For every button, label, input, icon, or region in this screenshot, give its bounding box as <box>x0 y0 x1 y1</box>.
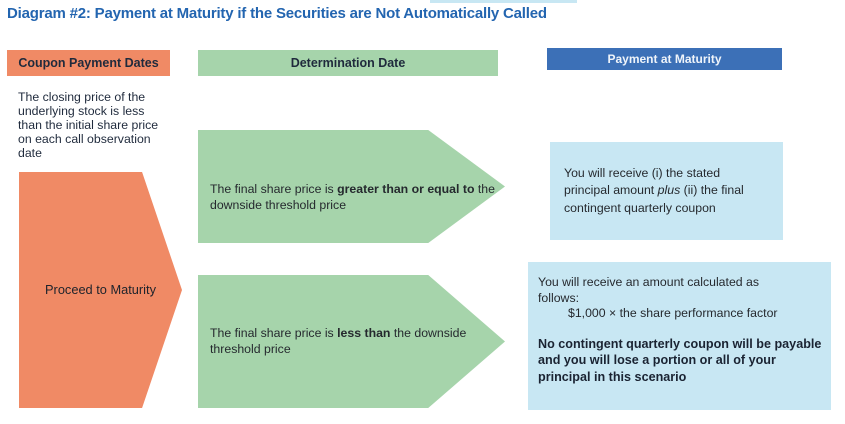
column-header-coupon-label: Coupon Payment Dates <box>18 56 159 70</box>
column-header-payment-at-maturity: Payment at Maturity <box>547 48 782 70</box>
determination-arrow-below-threshold-text: The final share price is less than the d… <box>210 326 467 356</box>
column-header-coupon-payment-dates: Coupon Payment Dates <box>7 50 170 76</box>
coupon-condition-note: The closing price of the underlying stoc… <box>18 90 159 160</box>
bold-condition: greater than or equal to <box>337 182 475 196</box>
determination-arrow-below-threshold: The final share price is less than the d… <box>198 275 505 408</box>
column-header-determination-label: Determination Date <box>290 56 406 70</box>
determination-arrow-above-threshold-text: The final share price is greater than or… <box>210 182 495 212</box>
loss-scenario-formula: $1,000 × the share performance factor <box>568 306 778 320</box>
column-header-payment-label: Payment at Maturity <box>607 52 722 66</box>
proceed-to-maturity-arrow: Proceed to Maturity <box>19 172 182 408</box>
payment-box-principal-plus-coupon-text: You will receive (i) the stated principa… <box>564 165 744 215</box>
payment-box-loss-scenario: You will receive an amount calculated as… <box>528 262 831 410</box>
diagram-title: Diagram #2: Payment at Maturity if the S… <box>7 5 547 22</box>
italic-plus: plus <box>657 183 681 198</box>
loss-scenario-lead-text: You will receive an amount calculated as… <box>538 275 760 305</box>
payment-box-principal-plus-coupon: You will receive (i) the stated principa… <box>550 142 783 240</box>
proceed-to-maturity-label: Proceed to Maturity <box>45 281 156 297</box>
column-header-determination-date: Determination Date <box>198 50 498 76</box>
bold-condition: less than <box>337 326 391 340</box>
cutoff-box-sliver <box>430 0 577 3</box>
determination-arrow-above-threshold: The final share price is greater than or… <box>198 130 505 243</box>
loss-scenario-warning-text: No contingent quarterly coupon will be p… <box>538 336 822 384</box>
